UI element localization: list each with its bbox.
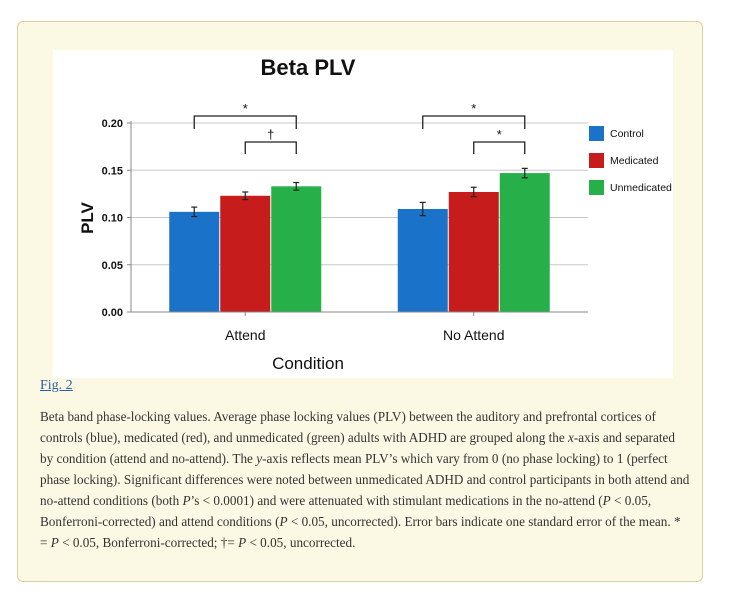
x-axis-title: Condition (272, 354, 344, 373)
y-tick-label: 0.15 (102, 165, 123, 177)
figure-caption: Beta band phase-locking values. Average … (40, 406, 690, 553)
caption-italic: x (568, 430, 574, 445)
axes: 0.00 0.05 0.10 0.15 0.20 Attend No Attend (102, 118, 588, 343)
figure-card: Beta PLV * † * * 0.00 0.05 0.10 0.15 0.20 Attend… (17, 21, 703, 582)
legend-label: Unmedicated (610, 182, 672, 194)
significance-bracket (473, 141, 526, 154)
legend-label: Medicated (610, 155, 659, 167)
bar (448, 191, 499, 312)
caption-italic: y (256, 451, 263, 466)
legend-swatch (589, 180, 604, 195)
y-tick-label: 0.00 (102, 307, 123, 319)
significance-brackets: * † * * (193, 101, 526, 154)
legend-swatch (589, 153, 604, 168)
caption-part: -axis reflects mean PLV’s which vary fro… (40, 451, 690, 508)
significance-marker: * (243, 101, 248, 116)
y-tick-label: 0.10 (102, 213, 123, 225)
beta-plv-chart: Beta PLV * † * * 0.00 0.05 0.10 0.15 0.20 Attend… (78, 55, 672, 373)
y-tick-label: 0.05 (102, 260, 123, 272)
caption-part: < 0.05, uncorrected). Error bars indicat… (40, 514, 681, 550)
x-tick-label: No Attend (443, 327, 505, 343)
caption-italic: P (50, 535, 59, 550)
bar (499, 173, 550, 312)
caption-part: Beta band phase-locking values. Average … (40, 409, 656, 445)
y-tick-label: 0.20 (102, 118, 123, 130)
caption-italic: P (238, 535, 247, 550)
caption-part: ’s < 0.0001) and were attenuated with st… (190, 493, 603, 508)
significance-marker: * (497, 127, 502, 142)
bar (220, 195, 271, 312)
legend-label: Control (610, 128, 644, 140)
caption-part: < 0.05, Bonferroni-corrected) and attend… (40, 493, 652, 529)
caption-italic: P (602, 493, 611, 508)
caption-italic: P (182, 493, 191, 508)
caption-part: < 0.05, uncorrected. (246, 535, 356, 550)
significance-marker: † (267, 127, 274, 142)
bar (169, 211, 220, 312)
caption-italic: P (279, 514, 288, 529)
significance-bracket (244, 141, 297, 154)
bar (397, 208, 448, 312)
figure-image: Beta PLV * † * * 0.00 0.05 0.10 0.15 0.20 Attend… (53, 50, 673, 378)
x-tick-label: Attend (225, 327, 265, 343)
significance-bracket (193, 115, 297, 129)
caption-part: < 0.05, Bonferroni-corrected; †= (58, 535, 239, 550)
significance-marker: * (471, 101, 476, 116)
bar (271, 186, 322, 312)
significance-bracket (422, 115, 526, 129)
chart-title: Beta PLV (261, 55, 356, 80)
figure-link[interactable]: Fig. 2 (40, 378, 73, 393)
legend-swatch (589, 126, 604, 141)
caption-part: -axis and separated by condition (attend… (40, 430, 675, 466)
y-axis-title: PLV (78, 201, 97, 233)
legend: Control Medicated Unmedicated (589, 126, 672, 195)
bars (169, 167, 550, 312)
